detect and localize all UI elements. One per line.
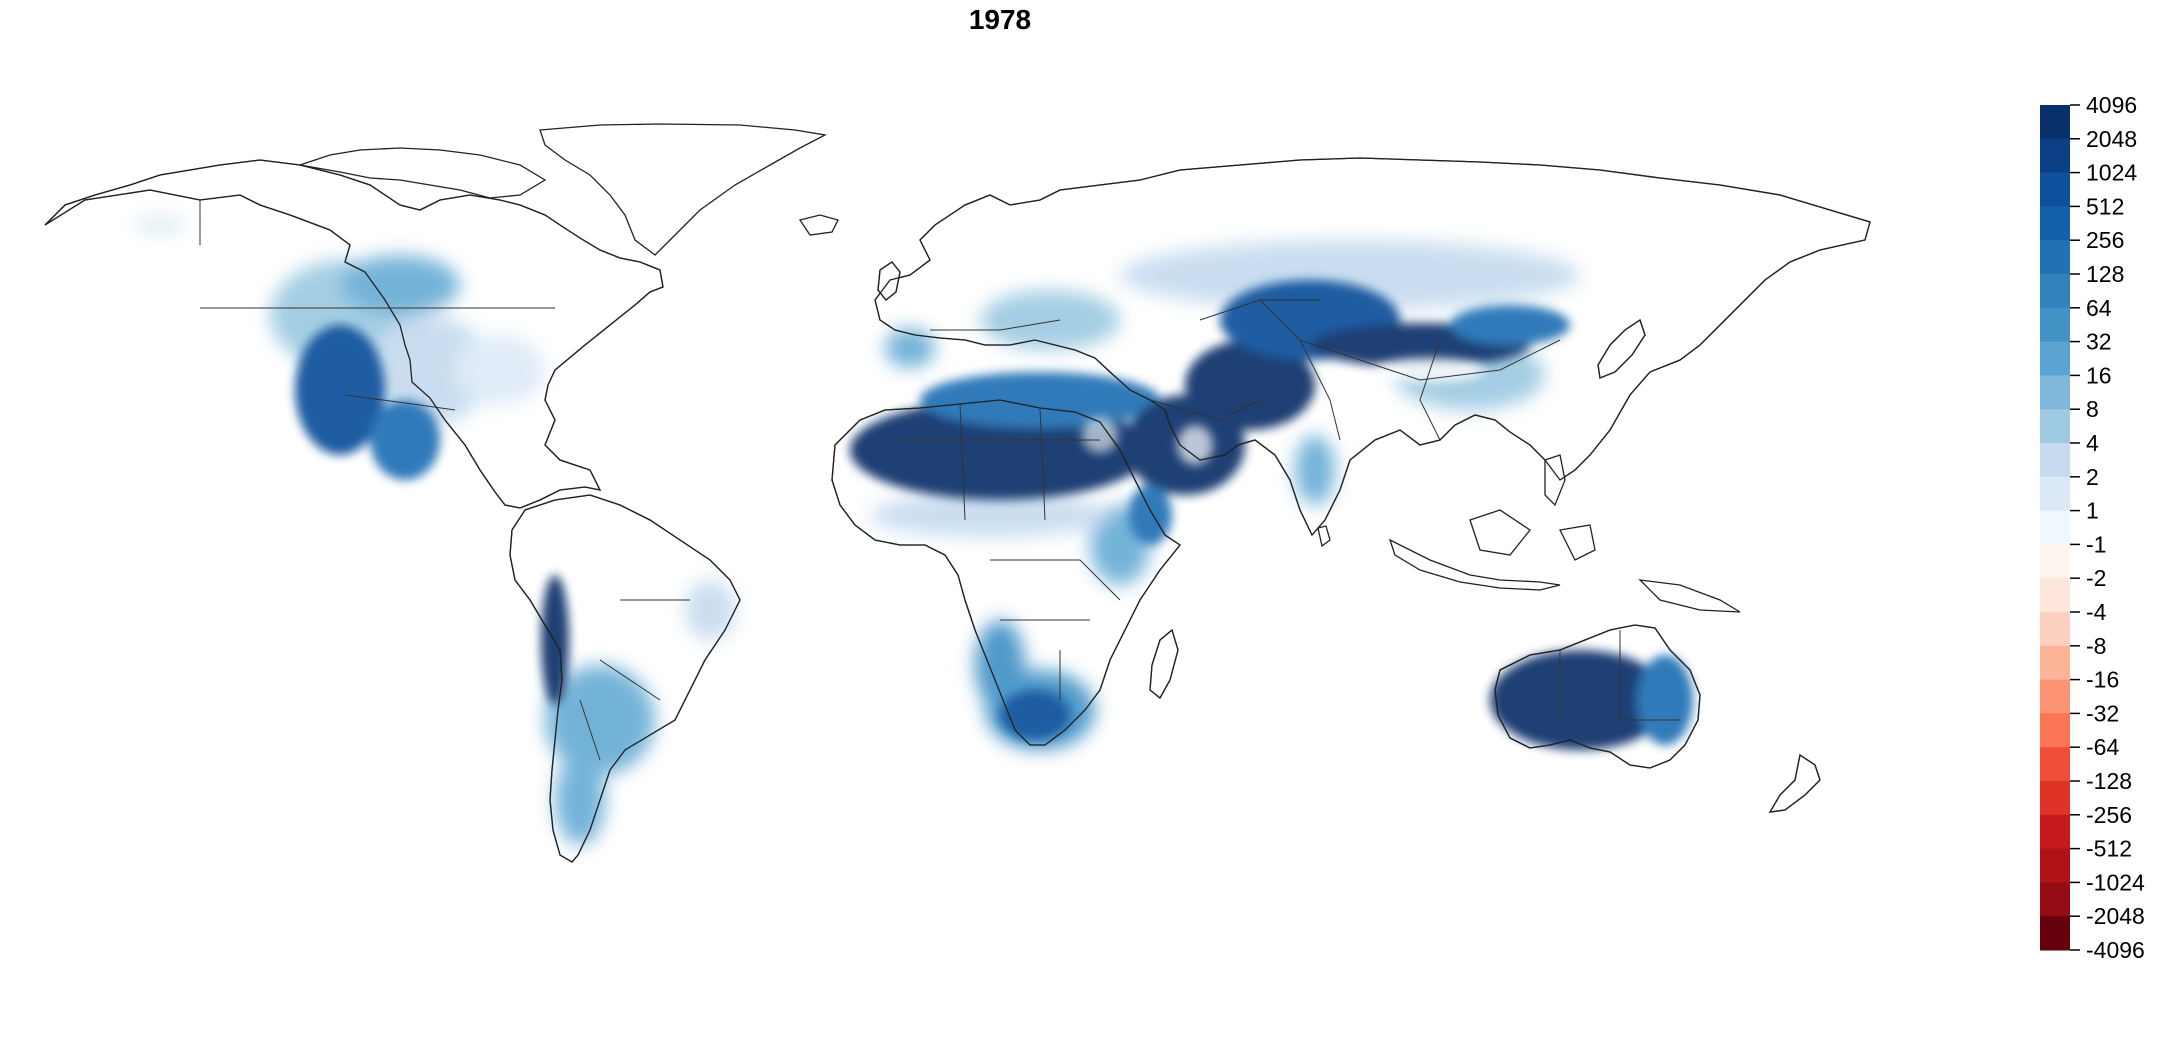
data-region-north-africa-coast — [920, 372, 1160, 428]
legend-swatch — [2040, 916, 2070, 951]
legend-swatch — [2040, 274, 2070, 309]
data-region-russia-steppe — [1120, 240, 1580, 310]
legend-tick-label: 512 — [2086, 193, 2124, 219]
data-region-canada-prairies — [340, 255, 460, 315]
data-region-namibia — [975, 620, 1025, 710]
legend-tick-label: -256 — [2086, 802, 2132, 828]
legend-swatch — [2040, 375, 2070, 410]
map-title: 1978 — [968, 4, 1032, 35]
canadian-arctic-islands — [299, 147, 547, 199]
legend-tick-label: -512 — [2086, 836, 2132, 862]
legend-swatch — [2040, 713, 2070, 748]
greenland-landmass — [539, 123, 828, 256]
data-region-australia-east — [1637, 655, 1693, 745]
data-overlay — [135, 215, 1693, 845]
legend-swatch — [2040, 679, 2070, 714]
legend-swatch — [2040, 781, 2070, 816]
legend-tick-label: 4096 — [2086, 92, 2137, 118]
legend-tick-label: 4 — [2086, 430, 2099, 456]
data-region-us-southwest — [295, 325, 385, 455]
data-region-eastern-europe — [980, 290, 1120, 350]
data-region-eastern-us — [455, 335, 545, 405]
legend-swatch — [2040, 443, 2070, 478]
legend-tick-label: -2 — [2086, 565, 2106, 591]
legend-tick-label: -2048 — [2086, 903, 2145, 929]
data-region-mexico — [370, 400, 440, 480]
data-region-kalahari — [1000, 690, 1070, 740]
legend-tick-label: -128 — [2086, 768, 2132, 794]
legend-tick-label: 128 — [2086, 261, 2124, 287]
data-region-brazil-ne — [685, 580, 735, 640]
legend-tick-label: -1024 — [2086, 869, 2145, 895]
legend-tick-label: 256 — [2086, 227, 2124, 253]
legend-tick-label: 8 — [2086, 396, 2099, 422]
legend-swatch — [2040, 848, 2070, 883]
data-region-sahel-light — [870, 493, 1110, 537]
legend-swatch — [2040, 747, 2070, 782]
legend-tick-label: 64 — [2086, 295, 2112, 321]
data-region-mongolia — [1450, 305, 1570, 345]
data-region-argentina — [545, 665, 655, 775]
legend-swatch — [2040, 814, 2070, 850]
legend-tick-label: -1 — [2086, 531, 2106, 557]
world-map — [44, 123, 1871, 863]
legend-swatch — [2040, 612, 2070, 647]
legend-swatch — [2040, 882, 2070, 917]
legend-swatch — [2040, 240, 2070, 275]
data-region-australia-interior — [1490, 650, 1670, 750]
data-gap-egypt — [1082, 417, 1118, 453]
data-region-iberia — [885, 328, 935, 368]
legend-tick-label: -32 — [2086, 700, 2119, 726]
legend-swatch — [2040, 409, 2070, 444]
country-borders — [199, 200, 1680, 761]
legend-swatch — [2040, 172, 2070, 207]
coastline-overlay — [44, 157, 1871, 863]
legend-tick-label: -4096 — [2086, 937, 2145, 963]
data-region-india-west — [1295, 435, 1335, 505]
legend-swatch — [2040, 645, 2070, 681]
legend-tick-label: 1024 — [2086, 160, 2137, 186]
legend-tick-label: 2 — [2086, 464, 2099, 490]
iceland-landmass — [798, 214, 839, 236]
legend-swatch — [2040, 307, 2070, 343]
legend-swatch — [2040, 206, 2070, 241]
legend-swatch — [2040, 544, 2070, 579]
data-region-horn-of-africa — [1128, 485, 1172, 545]
legend-tick-label: -4 — [2086, 599, 2107, 625]
indonesia-landmass — [1388, 509, 1741, 613]
legend-swatch — [2040, 476, 2070, 512]
sri-lanka-landmass — [1317, 525, 1331, 548]
legend-tick-label: 16 — [2086, 362, 2112, 388]
legend-swatch — [2040, 138, 2070, 174]
legend-tick-label: 32 — [2086, 329, 2112, 355]
data-region-great-plains — [370, 315, 490, 425]
legend-swatch — [2040, 510, 2070, 545]
legend-swatch — [2040, 341, 2070, 376]
legend-tick-label: -8 — [2086, 633, 2106, 659]
data-region-alaska — [135, 215, 185, 235]
legend-tick-label: 2048 — [2086, 126, 2137, 152]
legend-tick-label: -64 — [2086, 734, 2119, 760]
data-region-iran — [1185, 340, 1315, 430]
data-gap-arabia — [1177, 425, 1213, 465]
legend-swatch — [2040, 578, 2070, 613]
legend-swatch — [2040, 105, 2070, 140]
legend-tick-label: -16 — [2086, 667, 2119, 693]
legend-scale: 4096 2048 1024 512 256 128 64 32 16 8 4 2 1 -1 -2 -4 -8 -… — [2040, 92, 2145, 963]
legend-tick-label: 1 — [2086, 498, 2099, 524]
